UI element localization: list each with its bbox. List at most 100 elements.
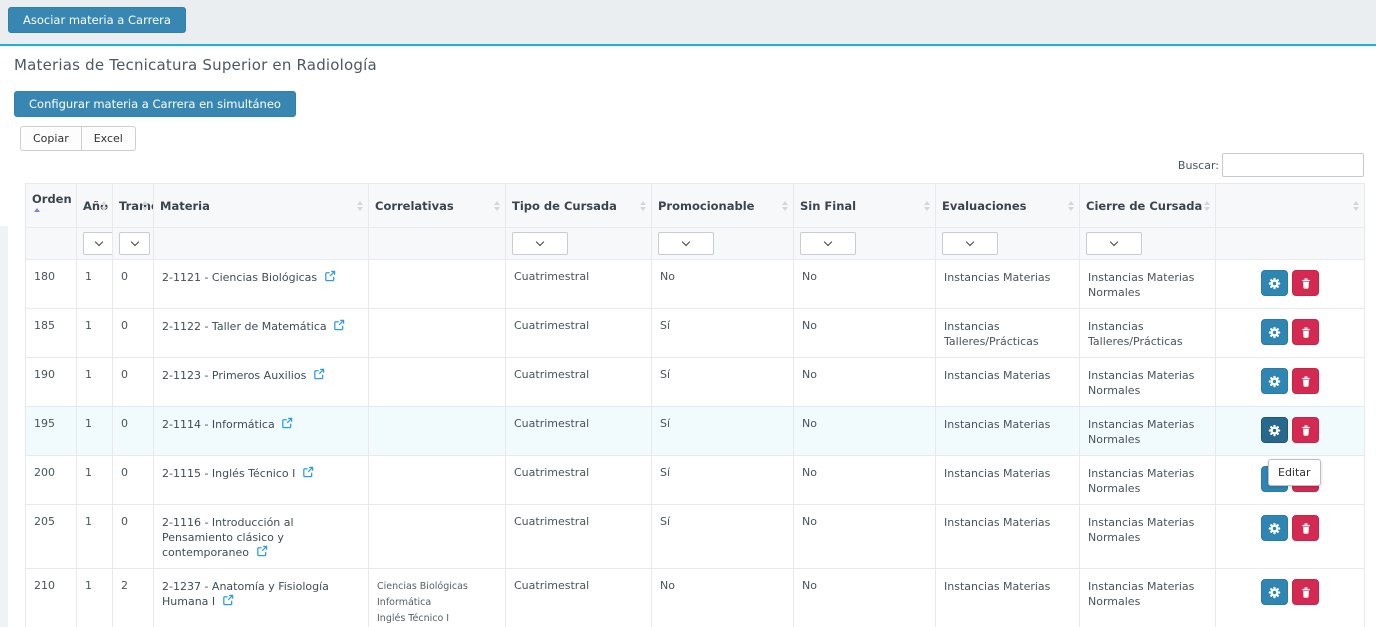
edit-button[interactable]: [1261, 319, 1288, 345]
table-body: 180 1 0 2-1121 - Ciencias Biológicas Cuatri…: [25, 259, 1365, 627]
delete-button[interactable]: [1292, 368, 1319, 394]
page-title: Materias de Tecnicatura Superior en Radi…: [14, 56, 377, 74]
column-header-promocionable[interactable]: Promocionable: [651, 183, 794, 228]
cell-cierre-cursada: Instancias Materias Normales: [1079, 504, 1216, 569]
excel-button[interactable]: Excel: [81, 126, 136, 151]
cell-promocionable: Sí: [651, 504, 794, 569]
delete-button[interactable]: [1292, 270, 1319, 296]
materia-link[interactable]: 2-1116 - Introducción al Pensamiento clá…: [162, 516, 294, 559]
cell-sin-final: No: [793, 259, 936, 309]
cell-evaluaciones: Instancias Materias: [935, 568, 1080, 627]
filter-cell: [153, 227, 369, 260]
edit-button[interactable]: [1261, 270, 1288, 296]
materia-link[interactable]: 2-1122 - Taller de Matemática: [162, 319, 345, 333]
column-header-actions[interactable]: [1215, 183, 1365, 228]
filter-select[interactable]: [942, 232, 998, 255]
column-header-a-o[interactable]: Año: [76, 183, 113, 228]
external-link-icon: [256, 545, 267, 557]
external-link-icon: [222, 594, 233, 606]
search-label: Buscar:: [1177, 158, 1219, 172]
materia-link[interactable]: 2-1115 - Inglés Técnico I: [162, 466, 314, 480]
cell-tipo-cursada: Cuatrimestral: [505, 406, 652, 456]
column-header-tramo[interactable]: Tramo: [112, 183, 154, 228]
delete-button[interactable]: [1292, 319, 1319, 345]
filter-select[interactable]: [1086, 232, 1142, 255]
filter-select[interactable]: [658, 232, 714, 255]
materia-link[interactable]: 2-1123 - Primeros Auxilios: [162, 368, 325, 382]
column-header-materia[interactable]: Materia: [153, 183, 369, 228]
edit-button[interactable]: [1261, 515, 1288, 541]
row-actions: [1224, 579, 1356, 605]
filter-cell: [368, 227, 506, 260]
cell-evaluaciones: Instancias Materias: [935, 357, 1080, 407]
correlativa-item: Inglés Técnico I: [377, 613, 450, 624]
delete-button[interactable]: [1292, 515, 1319, 541]
cell-tipo-cursada: Cuatrimestral: [505, 455, 652, 505]
edit-button[interactable]: [1261, 417, 1288, 443]
delete-button[interactable]: [1292, 579, 1319, 605]
gear-icon: [1268, 424, 1281, 436]
column-label: Promocionable: [658, 199, 755, 213]
table-row: 185 1 0 2-1122 - Taller de Matemática Cuatr…: [25, 308, 1365, 358]
materia-link[interactable]: 2-1114 - Informática: [162, 417, 293, 431]
cell-promocionable: No: [651, 259, 794, 309]
external-link-icon: [334, 319, 345, 331]
trash-icon: [1301, 586, 1310, 598]
cell-materia: 2-1123 - Primeros Auxilios: [153, 357, 369, 407]
filter-select[interactable]: [119, 232, 150, 255]
copy-button[interactable]: Copiar: [20, 126, 82, 151]
materia-link[interactable]: 2-1237 - Anatomía y Fisiología Humana I: [162, 580, 329, 608]
cell-correlativas: [368, 259, 506, 309]
column-header-orden[interactable]: Orden: [25, 183, 77, 228]
filter-select[interactable]: [512, 232, 568, 255]
divider: [0, 44, 1376, 46]
sort-arrows-icon: [494, 200, 500, 211]
table-row: 205 1 0 2-1116 - Introducción al Pensamient…: [25, 504, 1365, 569]
cell-correlativas: [368, 406, 506, 456]
table-row: 210 1 2 2-1237 - Anatomía y Fisiología Huma…: [25, 568, 1365, 627]
configurar-materia-button[interactable]: Configurar materia a Carrera en simultán…: [14, 91, 296, 117]
filter-cell: [76, 227, 113, 260]
asociar-materia-button[interactable]: Asociar materia a Carrera: [8, 7, 186, 33]
filter-cell: [112, 227, 154, 260]
cell-materia: 2-1116 - Introducción al Pensamiento clá…: [153, 504, 369, 569]
column-header-cierre-de-cursada[interactable]: Cierre de Cursada: [1079, 183, 1216, 228]
filter-select[interactable]: [83, 232, 112, 255]
cell-sin-final: No: [793, 406, 936, 456]
filter-cell: [505, 227, 652, 260]
cell-materia: 2-1114 - Informática: [153, 406, 369, 456]
materia-link[interactable]: 2-1121 - Ciencias Biológicas: [162, 270, 336, 284]
column-header-tipo-de-cursada[interactable]: Tipo de Cursada: [505, 183, 652, 228]
column-header-correlativas[interactable]: Correlativas: [368, 183, 506, 228]
cell-anio: 1: [76, 259, 113, 309]
cell-tipo-cursada: Cuatrimestral: [505, 357, 652, 407]
cell-evaluaciones: Instancias Materias: [935, 455, 1080, 505]
column-header-sin-final[interactable]: Sin Final: [793, 183, 936, 228]
filter-select[interactable]: [800, 232, 856, 255]
edit-button[interactable]: [1261, 579, 1288, 605]
materias-table: Orden Año Tramo Materia Correlativas Tipo de …: [25, 183, 1365, 627]
filter-cell: [1079, 227, 1216, 260]
cell-promocionable: Sí: [651, 308, 794, 358]
chevron-down-icon: [94, 237, 103, 247]
column-label: Tramo: [119, 199, 153, 213]
cell-orden: 205: [25, 504, 77, 569]
sort-arrows-icon: [357, 200, 363, 211]
cell-correlativas: [368, 504, 506, 569]
cell-actions: [1215, 406, 1365, 456]
cell-anio: 1: [76, 455, 113, 505]
column-header-evaluaciones[interactable]: Evaluaciones: [935, 183, 1080, 228]
edit-button[interactable]: [1261, 368, 1288, 394]
column-label: Tipo de Cursada: [512, 199, 617, 213]
search-input[interactable]: [1222, 153, 1364, 177]
top-bar: Asociar materia a Carrera: [0, 0, 1376, 44]
sort-arrows-icon: [1068, 200, 1074, 211]
delete-button[interactable]: [1292, 417, 1319, 443]
cell-tipo-cursada: Cuatrimestral: [505, 504, 652, 569]
cell-sin-final: No: [793, 504, 936, 569]
chevron-down-icon: [535, 237, 545, 247]
cell-actions: [1215, 259, 1365, 309]
sort-arrows-icon: [1204, 200, 1210, 211]
cell-evaluaciones: Instancias Materias: [935, 504, 1080, 569]
table-row: 200 1 0 2-1115 - Inglés Técnico I Cuatrimes…: [25, 455, 1365, 505]
